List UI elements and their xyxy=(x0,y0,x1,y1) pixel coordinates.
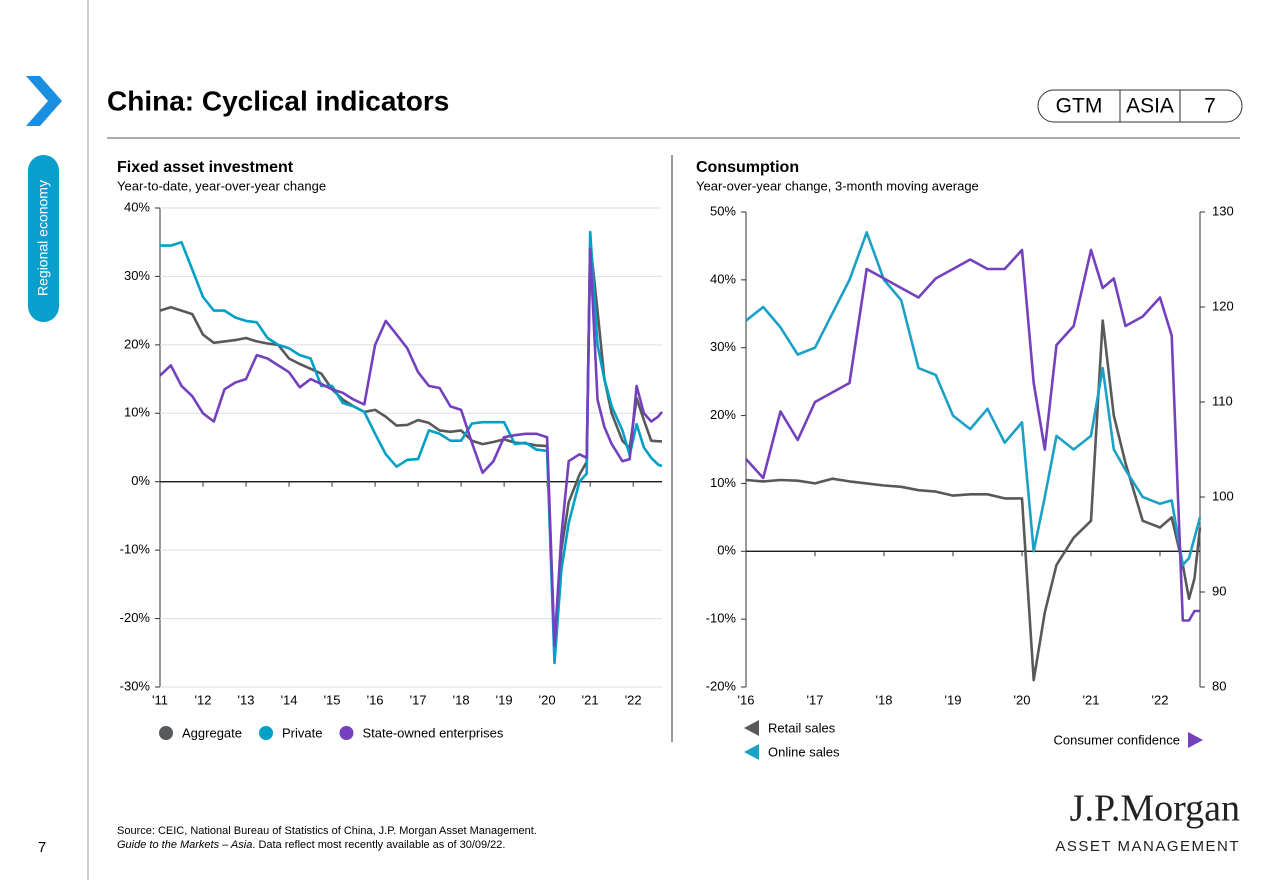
legend-swatch xyxy=(744,720,759,736)
legend-label: Consumer confidence xyxy=(1054,732,1180,747)
badge-text: GTM xyxy=(1056,95,1103,118)
y-tick-label: 20% xyxy=(710,407,736,422)
source-note: Source: CEIC, National Bureau of Statist… xyxy=(117,825,537,837)
y-tick-label: -20% xyxy=(706,678,737,693)
legend-swatch xyxy=(744,744,759,760)
x-tick-label: '17 xyxy=(807,692,824,707)
chart-title: Consumption xyxy=(696,159,799,176)
chart-subtitle: Year-over-year change, 3-month moving av… xyxy=(696,178,979,193)
y-tick-label: 30% xyxy=(710,339,736,354)
legend-label: Aggregate xyxy=(182,725,242,740)
y-tick-label: 10% xyxy=(124,405,150,420)
x-tick-label: '22 xyxy=(1152,692,1169,707)
y2-tick-label: 110 xyxy=(1212,393,1233,408)
y-tick-label: 0% xyxy=(131,473,150,488)
y-tick-label: 30% xyxy=(124,268,150,283)
x-tick-label: '20 xyxy=(1014,692,1031,707)
legend-swatch xyxy=(159,726,173,740)
y-tick-label: 40% xyxy=(124,199,150,214)
series-line xyxy=(745,248,1200,622)
data-note: Guide to the Markets – Asia. Data reflec… xyxy=(117,839,505,851)
chart-subtitle: Year-to-date, year-over-year change xyxy=(117,178,326,193)
y-tick-label: 40% xyxy=(710,271,736,286)
x-tick-label: '21 xyxy=(582,692,599,707)
x-tick-label: '16 xyxy=(738,692,755,707)
slide-title: China: Cyclical indicators xyxy=(107,85,449,116)
y-tick-label: -20% xyxy=(120,610,151,625)
legend-label: Retail sales xyxy=(768,720,836,735)
x-tick-label: '22 xyxy=(625,692,642,707)
y-tick-label: 20% xyxy=(124,336,150,351)
badge-text: 7 xyxy=(1204,95,1216,118)
x-tick-label: '11 xyxy=(152,692,168,707)
legend-label: Private xyxy=(282,725,322,740)
x-tick-label: '20 xyxy=(539,692,556,707)
logo: J.P.Morgan xyxy=(1070,788,1240,830)
badge xyxy=(1037,89,1243,123)
chart-title: Fixed asset investment xyxy=(117,159,294,176)
y2-tick-label: 120 xyxy=(1212,298,1234,313)
y-tick-label: -10% xyxy=(706,611,737,626)
x-tick-label: '18 xyxy=(453,692,470,707)
data-date: . Data reflect most recently available a… xyxy=(252,839,505,851)
badge-text: ASIA xyxy=(1126,95,1174,118)
x-tick-label: '19 xyxy=(496,692,513,707)
chevron-icon xyxy=(26,76,62,126)
logo-sub: ASSET MANAGEMENT xyxy=(1055,838,1240,855)
series-line xyxy=(745,319,1202,682)
y2-tick-label: 80 xyxy=(1212,678,1226,693)
y-tick-label: 50% xyxy=(710,203,736,218)
y-tick-label: 10% xyxy=(710,475,736,490)
x-tick-label: '15 xyxy=(324,692,341,707)
x-tick-label: '13 xyxy=(238,692,255,707)
x-tick-label: '17 xyxy=(410,692,427,707)
y2-tick-label: 90 xyxy=(1212,583,1226,598)
series-line xyxy=(160,230,663,665)
section-label: Regional economy xyxy=(35,180,51,296)
y-tick-label: -30% xyxy=(120,678,151,693)
legend-label: State-owned enterprises xyxy=(362,725,503,740)
x-tick-label: '18 xyxy=(876,692,893,707)
series-line xyxy=(745,231,1202,567)
legend-swatch xyxy=(1188,732,1203,748)
x-tick-label: '14 xyxy=(281,692,298,707)
page-number: 7 xyxy=(38,839,46,856)
x-tick-label: '12 xyxy=(195,692,212,707)
y-tick-label: -10% xyxy=(120,542,151,557)
series-line xyxy=(159,247,664,648)
y-tick-label: 0% xyxy=(717,543,736,558)
legend-label: Online sales xyxy=(768,744,840,759)
x-tick-label: '16 xyxy=(367,692,384,707)
section-pill xyxy=(28,155,59,322)
legend-swatch xyxy=(339,726,354,740)
x-tick-label: '19 xyxy=(945,692,962,707)
x-tick-label: '21 xyxy=(1083,692,1100,707)
series-line xyxy=(159,240,662,651)
legend-swatch xyxy=(259,726,273,740)
y2-tick-label: 100 xyxy=(1212,488,1234,503)
guide-name: Guide to the Markets – Asia xyxy=(117,839,252,851)
y2-tick-label: 130 xyxy=(1212,203,1234,218)
